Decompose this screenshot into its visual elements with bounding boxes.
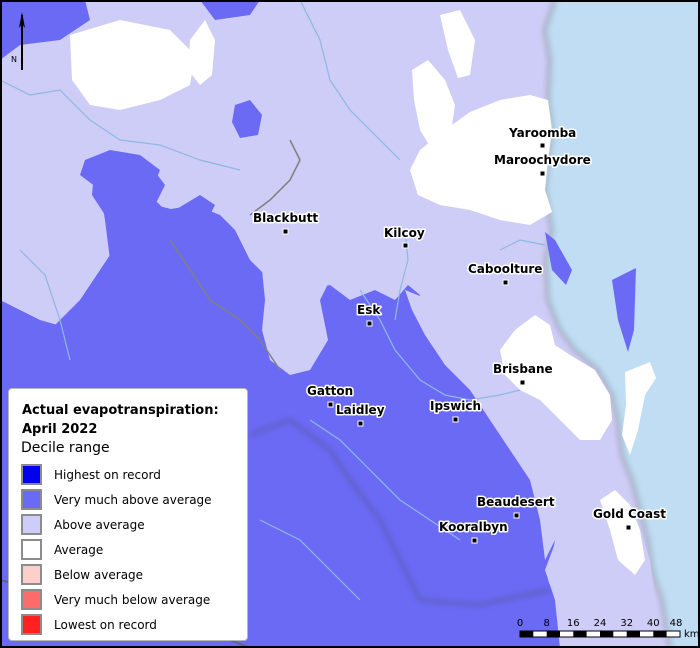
town-marker [357,420,364,427]
town-marker [513,512,520,519]
town-marker [327,401,334,408]
town-beaudesert: Beaudesert [476,494,556,519]
town-brisbane: Brisbane [492,361,554,386]
scale-tick-label: 0 [517,618,523,629]
north-label: N [11,55,17,64]
legend-label: Very much below average [54,592,211,607]
average-region-brisbane [500,315,612,440]
legend-item: Very much above average [21,487,235,512]
town-laidley: Laidley [335,402,386,427]
town-gold-coast: Gold Coast [592,506,668,531]
town-label-ipswich: Ipswich [430,399,481,413]
legend-item: Below average [21,562,235,587]
town-yaroomba: Yaroomba [507,125,578,149]
legend-label: Below average [54,567,144,582]
legend-title-line2: April 2022 [22,422,98,437]
town-marker [282,228,289,235]
town-label-blackbutt: Blackbutt [253,211,318,225]
legend-title-line1: Actual evapotranspiration: [22,403,219,418]
town-label-caboolture: Caboolture [468,262,542,276]
town-kooralbyn: Kooralbyn [438,519,509,544]
town-esk: Esk [356,302,383,327]
town-label-brisbane: Brisbane [493,362,553,376]
very-much-above-average-blob-coast2 [545,232,572,285]
legend-label: Average [54,542,104,557]
town-label-yaroomba: Yaroomba [508,126,576,140]
legend-items: Highest on record Very much above average… [21,462,235,637]
scale-unit: km [684,629,700,640]
scale-tick-label: 24 [594,618,607,629]
town-marker [452,416,459,423]
average-region-north-a [70,20,195,110]
town-marker [625,524,632,531]
average-region-sunshine-coast [410,95,552,225]
north-arrow: N [11,12,25,70]
legend-swatch [21,614,42,635]
town-marker [402,242,409,249]
scale-tick-label: 48 [670,618,683,629]
region-boundary-shadow [249,418,551,607]
legend-swatch [21,589,42,610]
scale-bar: 0 8 16 24 32 40 48 km [517,618,700,640]
legend-subtitle: Decile range [21,440,110,456]
town-label-gatton: Gatton [307,384,353,398]
legend-panel: Actual evapotranspiration: April 2022 De… [8,388,248,641]
average-region-north-c [412,60,455,150]
town-label-beaudesert: Beaudesert [477,495,555,509]
very-much-above-average-blob-small [232,100,262,138]
very-much-above-average-blob-north [92,155,215,235]
town-label-maroochydore: Maroochydore [494,153,591,167]
town-label-gold-coast: Gold Coast [593,507,666,521]
average-region-north-d [440,10,475,78]
town-kilcoy: Kilcoy [383,225,426,249]
average-region-gold-coast [600,490,645,575]
town-caboolture: Caboolture [467,261,544,286]
town-maroochydore: Maroochydore [493,152,592,177]
town-marker [539,142,546,149]
above-average-pocket-blackbutt [250,190,330,375]
average-region-stradbroke [622,362,656,455]
town-marker [539,170,546,177]
legend-swatch [21,489,42,510]
legend-label: Very much above average [54,492,212,507]
legend-item: Very much below average [21,587,235,612]
town-blackbutt: Blackbutt [252,210,320,235]
scale-tick-label: 16 [567,618,580,629]
legend-label: Highest on record [54,467,161,482]
region-boundary [169,139,301,371]
town-marker [471,537,478,544]
legend-item: Average [21,537,235,562]
legend-swatch [21,564,42,585]
town-gatton: Gatton [306,383,355,408]
legend-label: Lowest on record [54,617,157,632]
legend-swatch [21,464,42,485]
town-marker [366,320,373,327]
scale-tick-label: 32 [620,618,633,629]
town-ipswich: Ipswich [429,398,483,423]
very-much-above-average-blob-north-strip [200,0,260,20]
average-region-north-b [188,20,215,85]
town-label-kooralbyn: Kooralbyn [439,520,508,534]
town-marker [519,379,526,386]
town-label-esk: Esk [357,303,381,317]
legend-swatch [21,514,42,535]
scale-tick-label: 8 [544,618,550,629]
town-marker [502,279,509,286]
legend-swatch [21,539,42,560]
legend-label: Above average [54,517,145,532]
town-label-laidley: Laidley [336,403,385,417]
town-label-kilcoy: Kilcoy [384,226,425,240]
legend-item: Lowest on record [21,612,235,637]
legend-item: Above average [21,512,235,537]
very-much-above-average-blob-coast [612,268,636,352]
scale-tick-label: 40 [647,618,660,629]
legend-item: Highest on record [21,462,235,487]
